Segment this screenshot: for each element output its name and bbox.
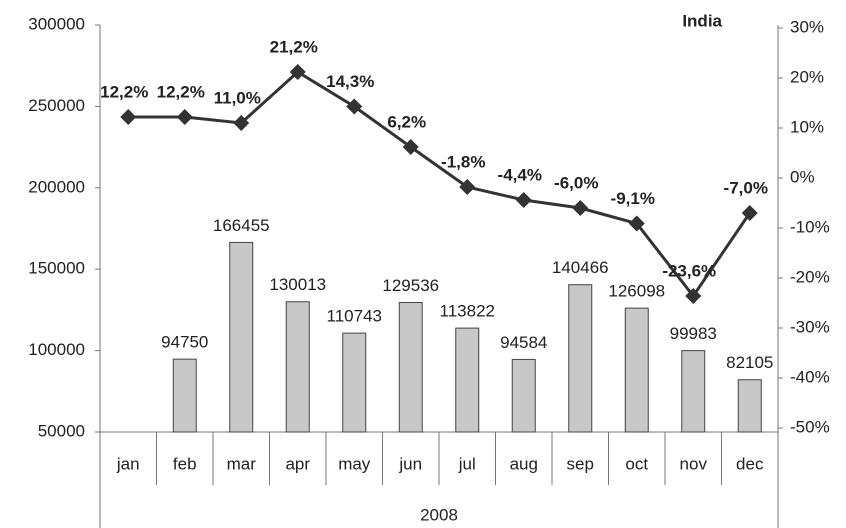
- x-tick-label: oct: [625, 454, 648, 473]
- x-tick-label: apr: [285, 454, 310, 473]
- y2-tick-label: -40%: [790, 367, 830, 386]
- bar-value-label: 94750: [161, 333, 208, 352]
- bar: [455, 327, 480, 433]
- bar: [568, 284, 593, 433]
- y-tick-label: 150000: [28, 259, 85, 278]
- y2-tick-label: -50%: [790, 417, 830, 436]
- line: [128, 70, 751, 299]
- x-tick-label: aug: [510, 454, 538, 473]
- x-tick-label: feb: [173, 454, 197, 473]
- y-tick-label: 50000: [38, 421, 85, 440]
- bar-value-label: 130013: [269, 275, 326, 294]
- y2-tick-label: -30%: [790, 317, 830, 336]
- bar: [737, 379, 762, 433]
- x-tick-label: sep: [567, 454, 594, 473]
- y2-tick-label: 20%: [790, 67, 824, 86]
- line-value-label: 14,3%: [326, 72, 374, 91]
- line-value-label: 11,0%: [214, 88, 261, 107]
- y-tick-label: 100000: [28, 340, 85, 359]
- line-value-label: 21,2%: [270, 37, 318, 56]
- line-value-label: 12,2%: [157, 82, 205, 101]
- line-value-label: -7,0%: [724, 178, 768, 197]
- bar-value-label: 166455: [213, 216, 270, 235]
- y-tick-label: 200000: [28, 177, 85, 196]
- bar-value-label: 140466: [552, 258, 609, 277]
- y2-tick-label: 30%: [790, 17, 824, 36]
- bar-value-label: 82105: [726, 353, 773, 372]
- y2-tick-label: -20%: [790, 267, 830, 286]
- bar-value-label: 113822: [440, 302, 495, 321]
- line-value-label: -4,4%: [498, 165, 542, 184]
- line-marker: [572, 200, 589, 216]
- y2-tick-label: 0%: [790, 167, 815, 186]
- line-value-label: -6,0%: [554, 173, 598, 192]
- x-tick-label: jan: [116, 454, 140, 473]
- x-tick-label: may: [338, 454, 371, 473]
- line-value-label: 12,2%: [100, 82, 148, 101]
- line-marker: [176, 109, 193, 125]
- y-tick-label: 250000: [28, 96, 85, 115]
- line-marker: [289, 64, 306, 80]
- x-tick-label: dec: [736, 454, 764, 473]
- chart-title: India: [682, 11, 722, 30]
- bar: [398, 302, 423, 433]
- x-tick-label: mar: [227, 454, 257, 473]
- bar-value-label: 126098: [608, 282, 665, 301]
- line-marker: [120, 109, 137, 125]
- bar: [229, 241, 254, 433]
- line-marker: [402, 139, 419, 155]
- bar: [624, 307, 649, 433]
- line-marker: [685, 288, 702, 304]
- line-marker: [459, 179, 476, 195]
- line-value-label: 6,2%: [387, 112, 426, 131]
- line-marker: [515, 192, 532, 208]
- line-value-label: -23,6%: [662, 261, 716, 280]
- bar: [285, 301, 310, 433]
- bar: [681, 350, 706, 433]
- line-value-label: -9,1%: [611, 189, 655, 208]
- line-marker: [233, 115, 250, 131]
- line-value-label: -1,8%: [441, 152, 485, 171]
- bar-value-label: 129536: [382, 276, 439, 295]
- bar-value-label: 99983: [670, 324, 717, 343]
- line-marker: [346, 98, 363, 115]
- y-tick-label: 300000: [28, 14, 85, 33]
- line-marker: [628, 215, 645, 232]
- bar-value-label: 110743: [327, 307, 382, 326]
- bar: [342, 332, 367, 433]
- x-tick-label: jun: [398, 454, 422, 473]
- x-tick-label: jul: [458, 454, 476, 473]
- bar: [172, 358, 197, 433]
- bar-value-label: 94584: [500, 333, 547, 352]
- line-marker: [741, 205, 758, 221]
- x-tick-label: nov: [680, 454, 708, 473]
- y2-tick-label: 10%: [790, 117, 824, 136]
- y2-tick-label: -10%: [790, 217, 830, 236]
- x-axis-label: 2008: [420, 505, 458, 524]
- bar: [511, 358, 536, 433]
